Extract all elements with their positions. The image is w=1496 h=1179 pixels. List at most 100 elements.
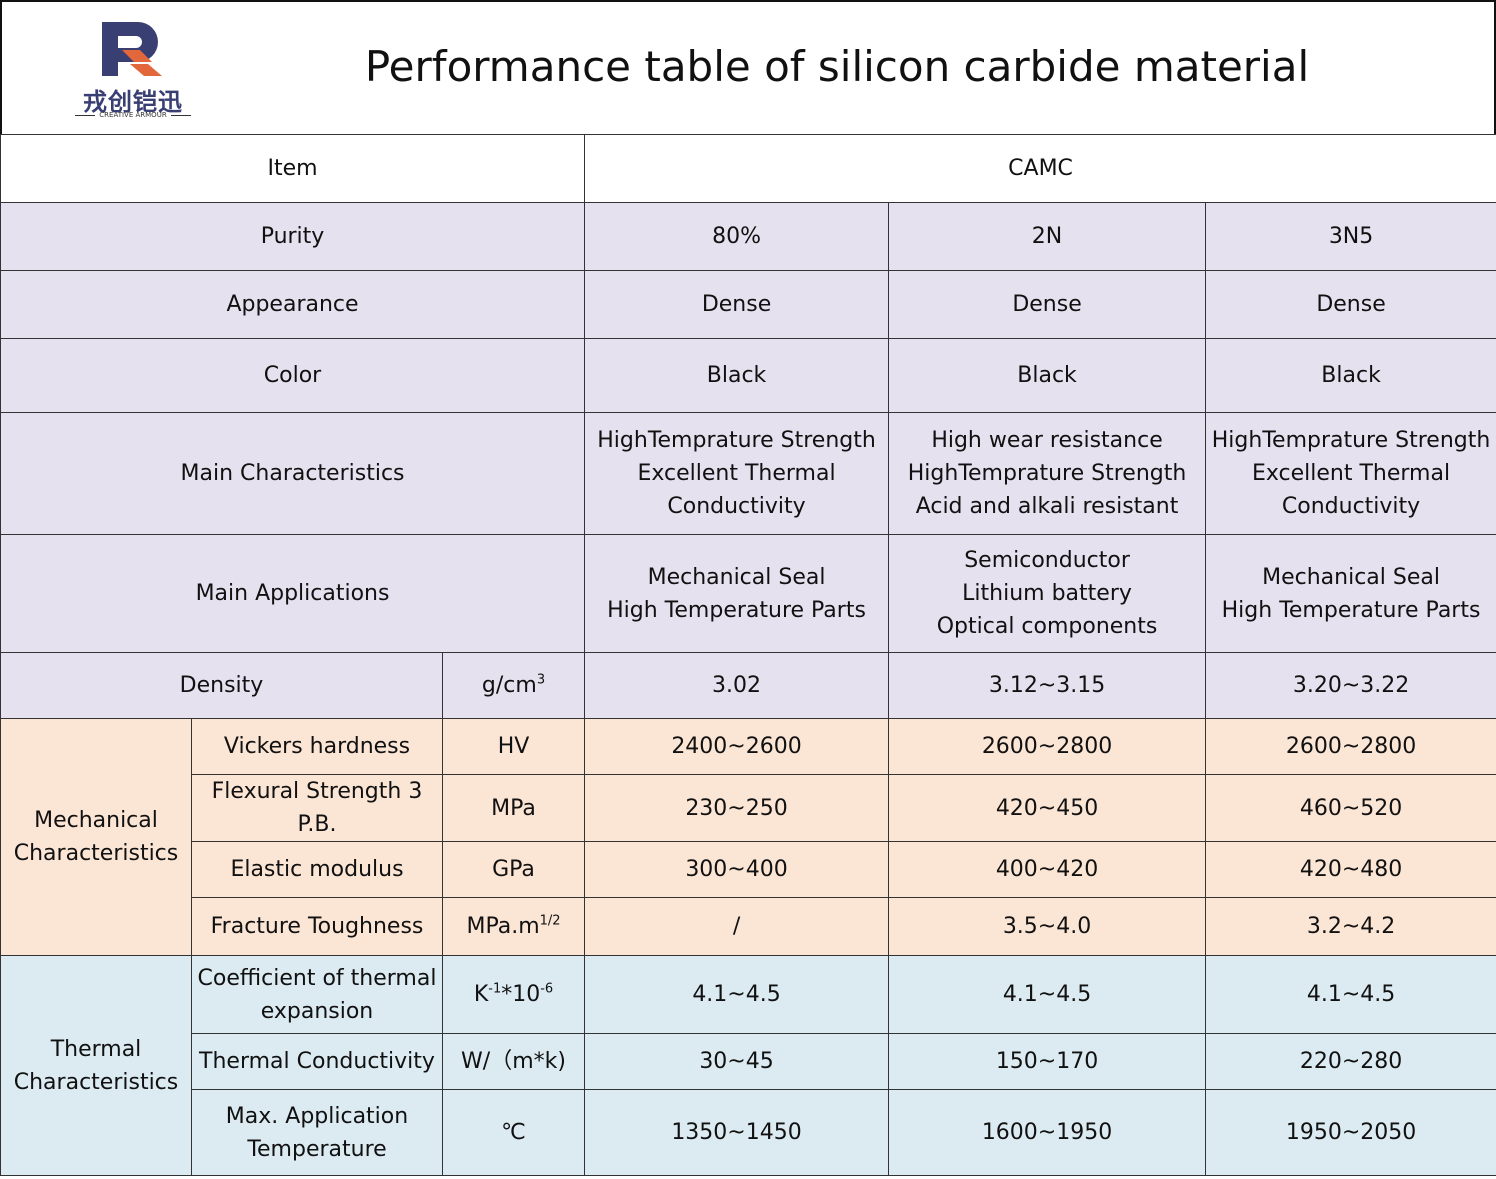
cell-value: Black: [584, 338, 890, 413]
unit-superscript: -1: [488, 981, 502, 997]
unit-text: *10: [501, 982, 541, 1007]
text-line: Coefficient of thermal: [197, 965, 437, 991]
text-line: High wear resistance: [931, 428, 1163, 453]
cell-value: Mechanical Seal High Temperature Parts: [584, 534, 890, 653]
text-line: P.B.: [297, 812, 337, 837]
unit-text: g/cm: [481, 673, 537, 698]
cell-value: 220~280: [1205, 1033, 1496, 1090]
text-line: Acid and alkali resistant: [915, 494, 1179, 519]
item-header: Item: [0, 134, 586, 203]
unit-cell: W/（m*k): [441, 1033, 586, 1090]
cell-value: 460~520: [1205, 774, 1496, 842]
cell-value: 30~45: [584, 1033, 890, 1090]
group-label-mechanical: Mechanical Characteristics: [0, 718, 192, 956]
table-row: Max. Application Temperature ℃ 1350~1450 …: [0, 1089, 1496, 1176]
cell-value: 2400~2600: [584, 718, 890, 775]
header: 戎创铠迅 CREATIVE ARMOUR Performance table o…: [0, 0, 1496, 135]
text-line: Temperature: [247, 1136, 387, 1162]
cell-value: Black: [1205, 338, 1496, 413]
row-label: Main Applications: [0, 534, 586, 653]
text-line: High Temperature Parts: [607, 597, 866, 623]
cell-value: Black: [888, 338, 1207, 413]
page-title: Performance table of silicon carbide mat…: [364, 42, 1310, 91]
cell-value: Dense: [1205, 270, 1496, 339]
table-row: Density g/cm3 3.02 3.12~3.15 3.20~3.22: [0, 652, 1496, 719]
cell-value: 4.1~4.5: [584, 955, 890, 1034]
cell-value: 1350~1450: [584, 1089, 890, 1176]
cell-value: 2600~2800: [888, 718, 1207, 775]
group-label-thermal: Thermal Characteristics: [0, 955, 192, 1176]
table-row: Color Black Black Black: [0, 338, 1496, 413]
unit-text: K: [473, 982, 489, 1007]
row-label: Vickers hardness: [191, 718, 443, 775]
text-line: Flexural Strength 3: [211, 779, 423, 804]
text-line: HighTemprature Strength: [597, 428, 876, 453]
row-label: Elastic modulus: [191, 841, 443, 898]
row-label: Main Characteristics: [0, 412, 586, 535]
cell-value: Dense: [584, 270, 890, 339]
row-label: Color: [0, 338, 586, 413]
text-line: HighTemprature Strength: [907, 461, 1187, 486]
text-line: Mechanical Seal: [647, 564, 826, 590]
row-label: Purity: [0, 202, 586, 271]
text-line: Thermal: [50, 1036, 142, 1062]
cell-value: 80%: [584, 202, 890, 271]
cell-value: HighTemprature Strength Excellent Thermal…: [584, 412, 890, 535]
row-label: Density: [0, 652, 443, 719]
text-line: Characteristics: [13, 1069, 179, 1095]
table-row: Thermal Characteristics Coefficient of th…: [0, 955, 1496, 1176]
table-row: Main Characteristics HighTemprature Stre…: [0, 412, 1496, 535]
row-label: Fracture Toughness: [191, 897, 443, 956]
cell-value: 420~480: [1205, 841, 1496, 898]
cell-value: 3.5~4.0: [888, 897, 1207, 956]
cell-value: 3.12~3.15: [888, 652, 1207, 719]
cell-value: 150~170: [888, 1033, 1207, 1090]
table-row: Thermal Conductivity W/（m*k) 30~45 150~1…: [0, 1033, 1496, 1090]
text-line: Excellent Thermal: [637, 461, 836, 486]
text-line: Excellent Thermal: [1252, 461, 1451, 486]
brand-header: CAMC: [584, 134, 1496, 203]
cell-value: 300~400: [584, 841, 890, 898]
table-row: Mechanical Characteristics Vickers hardne…: [0, 718, 1496, 956]
unit-superscript: -6: [540, 981, 554, 997]
text-line: Conductivity: [667, 494, 806, 519]
unit-cell: g/cm3: [441, 652, 586, 719]
cell-value: 4.1~4.5: [888, 955, 1207, 1034]
cell-value: 1950~2050: [1205, 1089, 1496, 1176]
cell-value: 2N: [888, 202, 1207, 271]
row-label: Appearance: [0, 270, 586, 339]
cell-value: 3.02: [584, 652, 890, 719]
unit-text: MPa.m: [466, 914, 540, 939]
row-label: Coefficient of thermal expansion: [191, 955, 443, 1034]
text-line: Characteristics: [13, 841, 179, 866]
text-line: Optical components: [936, 614, 1158, 639]
cell-value: 4.1~4.5: [1205, 955, 1496, 1034]
cell-value: Dense: [888, 270, 1207, 339]
text-line: expansion: [260, 998, 374, 1024]
cell-value: 3N5: [1205, 202, 1496, 271]
cell-value: 3.20~3.22: [1205, 652, 1496, 719]
text-line: Mechanical Seal: [1262, 564, 1440, 590]
text-line: High Temperature Parts: [1221, 597, 1481, 623]
cell-value: Semiconductor Lithium battery Optical comp…: [888, 534, 1207, 653]
cell-value: 230~250: [584, 774, 890, 842]
text-line: Semiconductor: [964, 548, 1130, 573]
logo-english-text: CREATIVE ARMOUR: [70, 111, 196, 119]
cell-value: 420~450: [888, 774, 1207, 842]
row-label: Thermal Conductivity: [191, 1033, 443, 1090]
unit-superscript: 3: [536, 672, 546, 688]
text-line: Mechanical: [34, 808, 158, 833]
unit-cell: HV: [441, 718, 586, 775]
table-row: Elastic modulus GPa 300~400 400~420 420~…: [0, 841, 1496, 898]
logo-r-icon: [102, 22, 162, 76]
table-row: Appearance Dense Dense Dense: [0, 270, 1496, 339]
row-label: Flexural Strength 3 P.B.: [191, 774, 443, 842]
table-row: Purity 80% 2N 3N5: [0, 202, 1496, 271]
table-row: Fracture Toughness MPa.m1/2 / 3.5~4.0 3.…: [0, 897, 1496, 956]
cell-value: /: [584, 897, 890, 956]
unit-cell: MPa.m1/2: [441, 897, 586, 956]
text-line: Lithium battery: [962, 581, 1132, 606]
company-logo: 戎创铠迅 CREATIVE ARMOUR: [70, 20, 196, 124]
unit-cell: ℃: [441, 1089, 586, 1176]
text-line: Conductivity: [1281, 494, 1421, 519]
